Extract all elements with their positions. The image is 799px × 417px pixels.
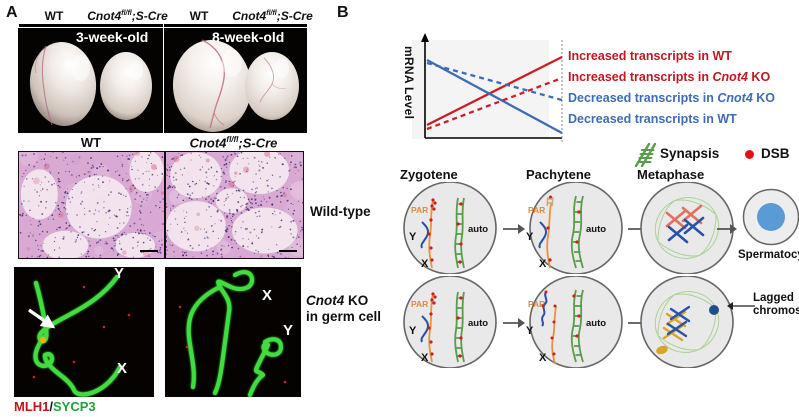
svg-text:X: X [421,352,429,364]
svg-text:Y: Y [114,267,124,282]
svg-text:Y: Y [283,322,293,339]
svg-text:3-week-old: 3-week-old [76,29,148,45]
svg-text:auto: auto [586,318,606,329]
svg-text:X: X [539,352,547,364]
svg-text:auto: auto [586,224,606,235]
svg-text:PAR: PAR [411,299,428,309]
svg-text:Y: Y [409,231,417,243]
svg-text:X: X [262,287,272,304]
svg-text:auto: auto [468,318,488,329]
svg-text:Y: Y [409,325,417,337]
svg-text:Y: Y [526,231,534,243]
svg-text:X: X [421,258,429,270]
svg-text:8-week-old: 8-week-old [212,29,284,45]
svg-text:auto: auto [468,224,488,235]
svg-text:X: X [117,360,127,377]
svg-text:X: X [539,258,547,270]
svg-text:PAR: PAR [528,205,545,215]
svg-text:PAR: PAR [411,205,428,215]
svg-text:Y: Y [526,325,534,337]
